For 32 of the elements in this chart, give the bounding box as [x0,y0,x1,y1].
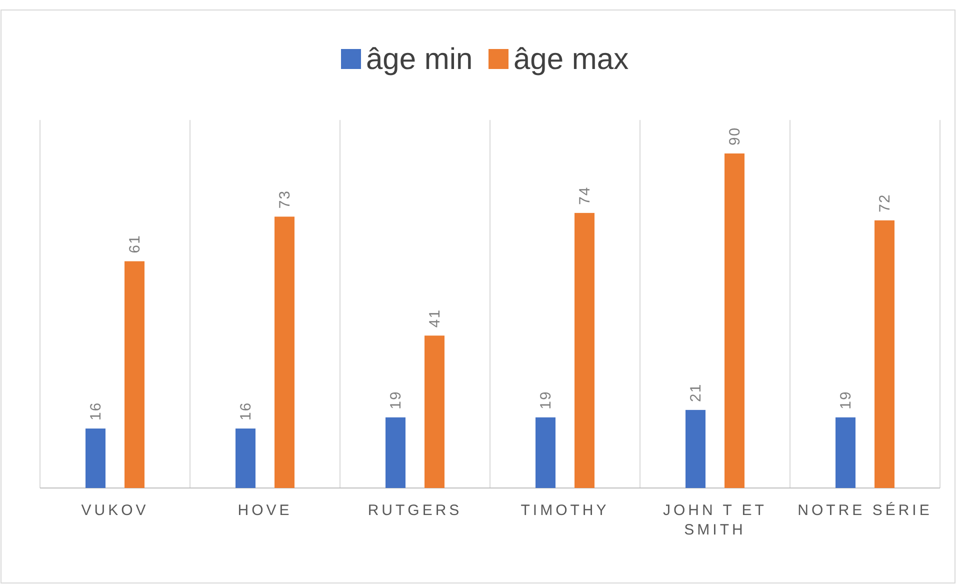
data-label: 19 [388,390,404,410]
bar [274,216,294,488]
bar [574,212,594,488]
bar [386,417,406,488]
bar [724,153,744,488]
bar [424,336,444,488]
data-label: 73 [276,190,294,209]
x-tick-label: NOTRE SÉRIE [798,501,932,519]
bar [124,261,144,488]
bar [536,417,556,488]
x-tick-label: VUKOV [81,502,149,519]
bar [874,220,894,488]
bar [686,410,706,488]
bar [236,428,256,488]
data-label: 19 [538,390,554,410]
data-label: 72 [876,194,894,212]
data-label: 19 [838,390,854,410]
legend-label: âge min [366,43,473,76]
data-label: 41 [426,308,444,328]
bar [836,417,856,488]
data-label: 74 [576,186,594,205]
x-tick-label: RUTGERS [368,502,462,519]
data-label: 16 [88,402,104,421]
bar [86,428,106,488]
x-tick-label: HOVE [238,502,292,519]
data-label: 16 [238,402,254,421]
data-label: 21 [688,383,704,402]
x-tick-label: TIMOTHY [520,502,610,519]
data-label: 61 [126,234,144,254]
data-label: 90 [726,126,744,146]
x-tick-label: JOHN T ET SMITH [663,502,767,538]
legend-label: âge max [514,43,629,76]
